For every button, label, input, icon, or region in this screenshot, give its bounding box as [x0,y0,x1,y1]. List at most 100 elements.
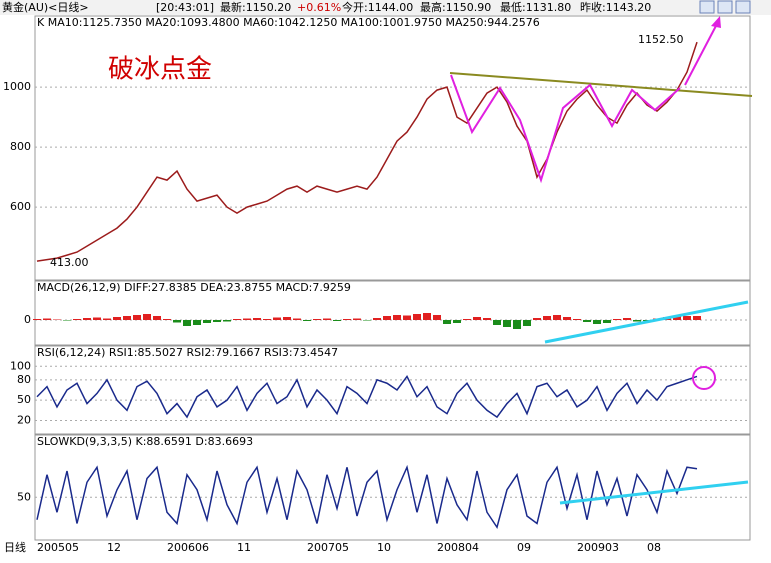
macd-bar [183,320,191,326]
macd-bar [323,318,331,320]
macd-bar [683,316,691,320]
macd-bar [283,317,291,320]
macd-bar [33,319,41,320]
macd-trend [544,300,749,344]
macd-bar [43,318,51,320]
x-tick-label: 200505 [37,541,79,554]
macd-bar [483,318,491,320]
macd-bar [583,320,591,322]
y-tick-label: 20 [17,413,31,426]
macd-bar [423,313,431,320]
y-tick-label: 50 [17,490,31,503]
panel-title: MACD(26,12,9) DIFF:27.8385 DEA:23.8755 M… [37,281,351,294]
macd-bar [473,317,481,320]
macd-bar [83,318,91,320]
panel-title: SLOWKD(9,3,3,5) K:88.6591 D:83.6693 [37,435,253,448]
high-label: 1152.50 [638,33,684,46]
change: +0.61% [297,1,341,14]
macd-bar [623,318,631,320]
panel-frame [34,345,751,435]
macd-bar [143,314,151,320]
macd-bar [263,319,271,320]
macd-bar [453,320,461,323]
x-tick-label: 200705 [307,541,349,554]
resistance-line [449,72,753,97]
open: 今开:1144.00 [342,0,413,14]
macd-bar [293,318,301,320]
period: 日线 [4,540,26,554]
panel-frame [34,280,751,346]
macd-bar [133,315,141,320]
annotation: 破冰点金 [108,55,212,85]
low: 最低:1131.80 [500,1,571,14]
macd-bar [673,315,681,320]
y-tick-label: 800 [10,140,31,153]
macd-bar [63,320,71,321]
macd-bar [363,320,371,321]
macd-bar [223,320,231,322]
macd-bar [613,319,621,320]
macd-bar [173,320,181,323]
macd-bar [163,319,171,320]
x-tick-label: 200804 [437,541,479,554]
x-tick-label: 10 [377,541,391,554]
macd-bar [53,319,61,320]
panel-frame [34,434,751,541]
x-tick-label: 200903 [577,541,619,554]
macd-bar [573,319,581,320]
arrow-head [711,16,721,28]
kd-trend [559,480,749,505]
series-line [36,464,698,530]
maximize[interactable] [735,0,751,14]
macd-bar [213,320,221,322]
macd-bar [403,315,411,320]
macd-bar [93,317,101,320]
macd-bar [373,318,381,320]
high: 最高:1150.90 [420,0,491,14]
macd-bar [463,319,471,320]
macd-bar [333,320,341,321]
macd-bar [443,320,451,324]
macd-bar [513,320,521,329]
macd-bar [533,318,541,320]
x-tick-label: 09 [517,541,531,554]
last: 最新:1150.20 [220,0,291,14]
y-tick-label: 600 [10,200,31,213]
time: [20:43:01] [156,1,214,14]
nav-left[interactable] [699,0,715,14]
symbol: 黄金(AU)<日线> [2,0,89,14]
macd-bar [273,317,281,320]
y-tick-label: 80 [17,373,31,386]
breakout-arrow [684,21,719,86]
macd-bar [203,320,211,323]
macd-bar [233,319,241,320]
y-tick-label: 0 [24,313,31,326]
macd-bar [493,320,501,325]
x-tick-label: 08 [647,541,661,554]
macd-bar [553,315,561,320]
macd-bar [593,320,601,324]
y-tick-label: 1000 [3,80,31,93]
series-line [36,41,698,262]
x-tick-label: 12 [107,541,121,554]
macd-bar [243,318,251,320]
macd-bar [113,317,121,320]
low-label: 413.00 [50,256,89,269]
macd-bar [393,315,401,320]
macd-bar [603,320,611,323]
prev: 昨收:1143.20 [580,0,651,14]
y-tick-label: 50 [17,393,31,406]
nav-right[interactable] [717,0,733,14]
header-bar [0,0,771,15]
macd-bar [503,320,511,327]
macd-bar [413,314,421,320]
macd-bar [523,320,531,326]
y-tick-label: 100 [10,359,31,372]
rsi-circle [692,366,716,390]
macd-bar [253,318,261,320]
macd-bar [383,316,391,320]
macd-bar [563,317,571,320]
macd-bar [433,315,441,320]
macd-bar [543,316,551,320]
